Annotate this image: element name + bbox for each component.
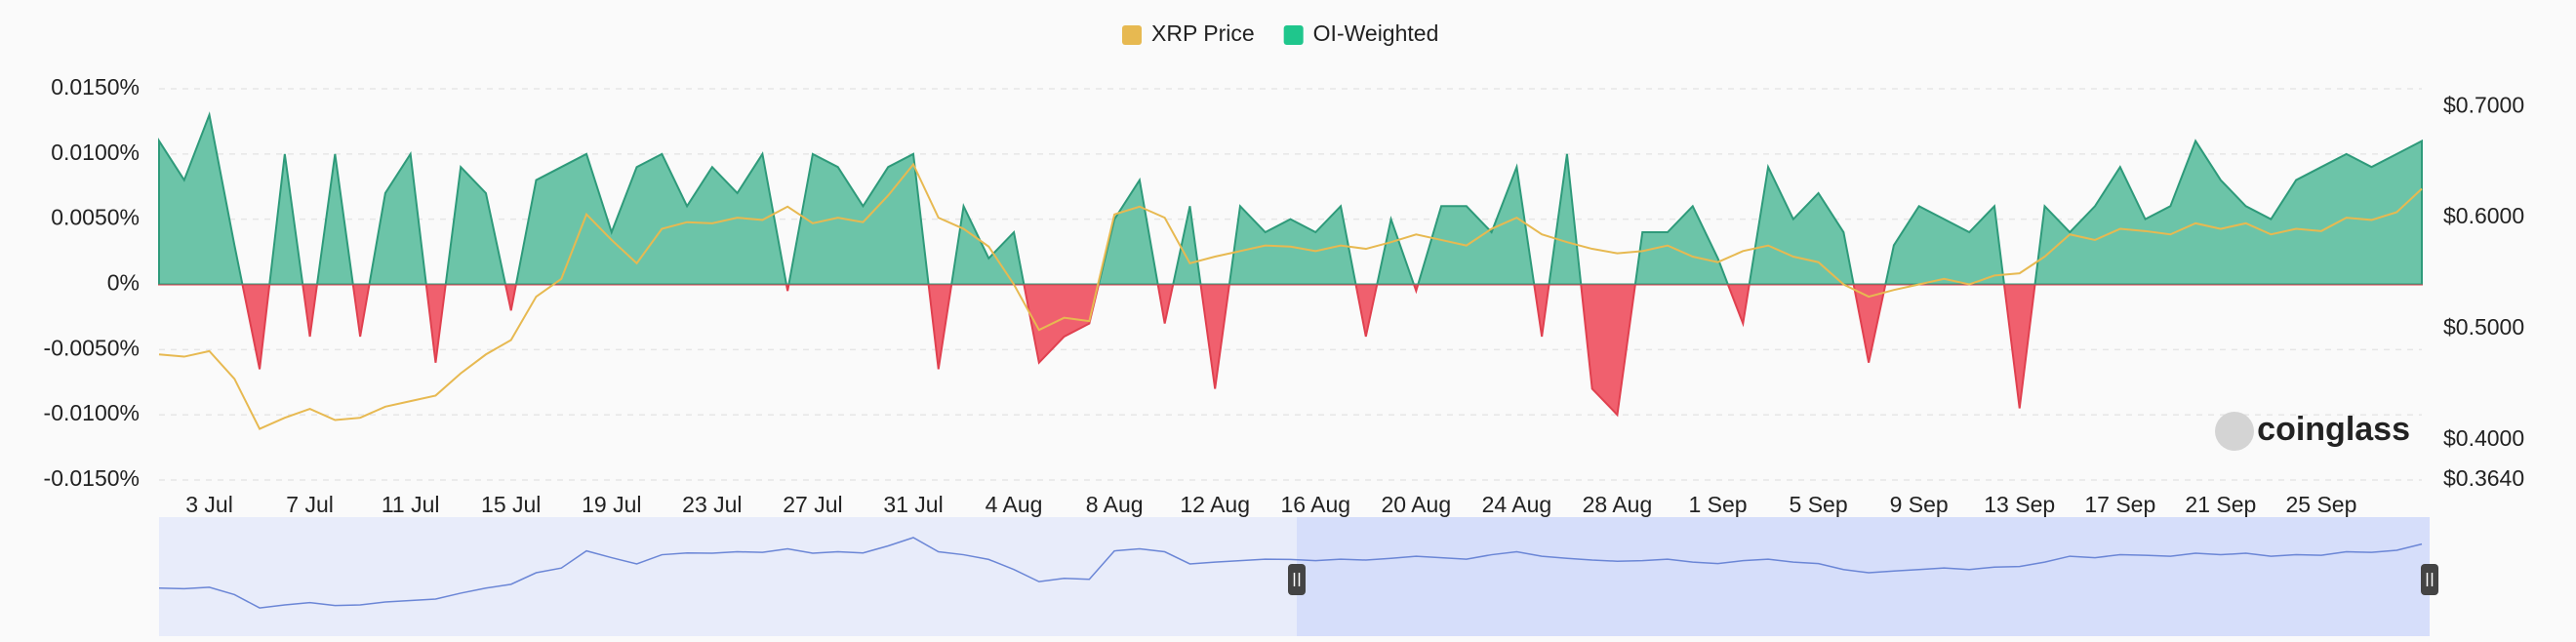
y-tick-label: -0.0150% xyxy=(44,465,140,491)
x-tick-label: 16 Aug xyxy=(1280,492,1350,517)
x-tick-label: 23 Jul xyxy=(682,492,742,517)
x-tick-label: 31 Jul xyxy=(883,492,943,517)
x-tick-label: 25 Sep xyxy=(2285,492,2356,517)
x-tick-label: 19 Jul xyxy=(582,492,641,517)
x-tick-label: 20 Aug xyxy=(1382,492,1452,517)
y-tick-label: 0% xyxy=(107,270,140,296)
y2-tick-label: $0.3640 xyxy=(2443,465,2524,491)
y-tick-label: -0.0050% xyxy=(44,335,140,360)
x-tick-label: 24 Aug xyxy=(1482,492,1552,517)
watermark: coinglass xyxy=(2257,411,2410,448)
x-tick-label: 8 Aug xyxy=(1086,492,1144,517)
y-tick-label: 0.0100% xyxy=(51,140,140,165)
x-tick-label: 3 Jul xyxy=(185,492,233,517)
y-tick-label: 0.0050% xyxy=(51,205,140,230)
y-tick-label: 0.0150% xyxy=(51,74,140,100)
navigator-handle[interactable] xyxy=(2421,564,2438,595)
navigator-handle[interactable] xyxy=(1288,564,1306,595)
y2-tick-label: $0.7000 xyxy=(2443,92,2524,117)
legend-label: XRP Price xyxy=(1151,20,1255,46)
legend-swatch xyxy=(1122,25,1142,45)
x-tick-label: 5 Sep xyxy=(1790,492,1848,517)
y2-tick-label: $0.6000 xyxy=(2443,203,2524,228)
x-tick-label: 21 Sep xyxy=(2185,492,2256,517)
x-tick-label: 7 Jul xyxy=(286,492,334,517)
funding-area xyxy=(158,111,2423,418)
navigator-selection xyxy=(1297,517,2430,636)
x-tick-label: 9 Sep xyxy=(1890,492,1949,517)
x-tick-label: 17 Sep xyxy=(2084,492,2155,517)
navigator-line xyxy=(158,537,2423,609)
y2-tick-label: $0.4000 xyxy=(2443,425,2524,451)
x-tick-label: 4 Aug xyxy=(986,492,1043,517)
x-tick-label: 1 Sep xyxy=(1688,492,1747,517)
x-tick-label: 15 Jul xyxy=(481,492,541,517)
watermark-logo xyxy=(2215,412,2254,451)
y2-tick-label: $0.5000 xyxy=(2443,314,2524,340)
x-tick-label: 11 Jul xyxy=(382,492,440,517)
legend-label: OI-Weighted xyxy=(1313,20,1439,46)
y-tick-label: -0.0100% xyxy=(44,400,140,425)
x-tick-label: 28 Aug xyxy=(1583,492,1653,517)
x-tick-label: 12 Aug xyxy=(1180,492,1250,517)
x-tick-label: 27 Jul xyxy=(783,492,842,517)
price-line xyxy=(158,162,2423,430)
legend-swatch xyxy=(1283,25,1304,45)
x-tick-label: 13 Sep xyxy=(1984,492,2055,517)
